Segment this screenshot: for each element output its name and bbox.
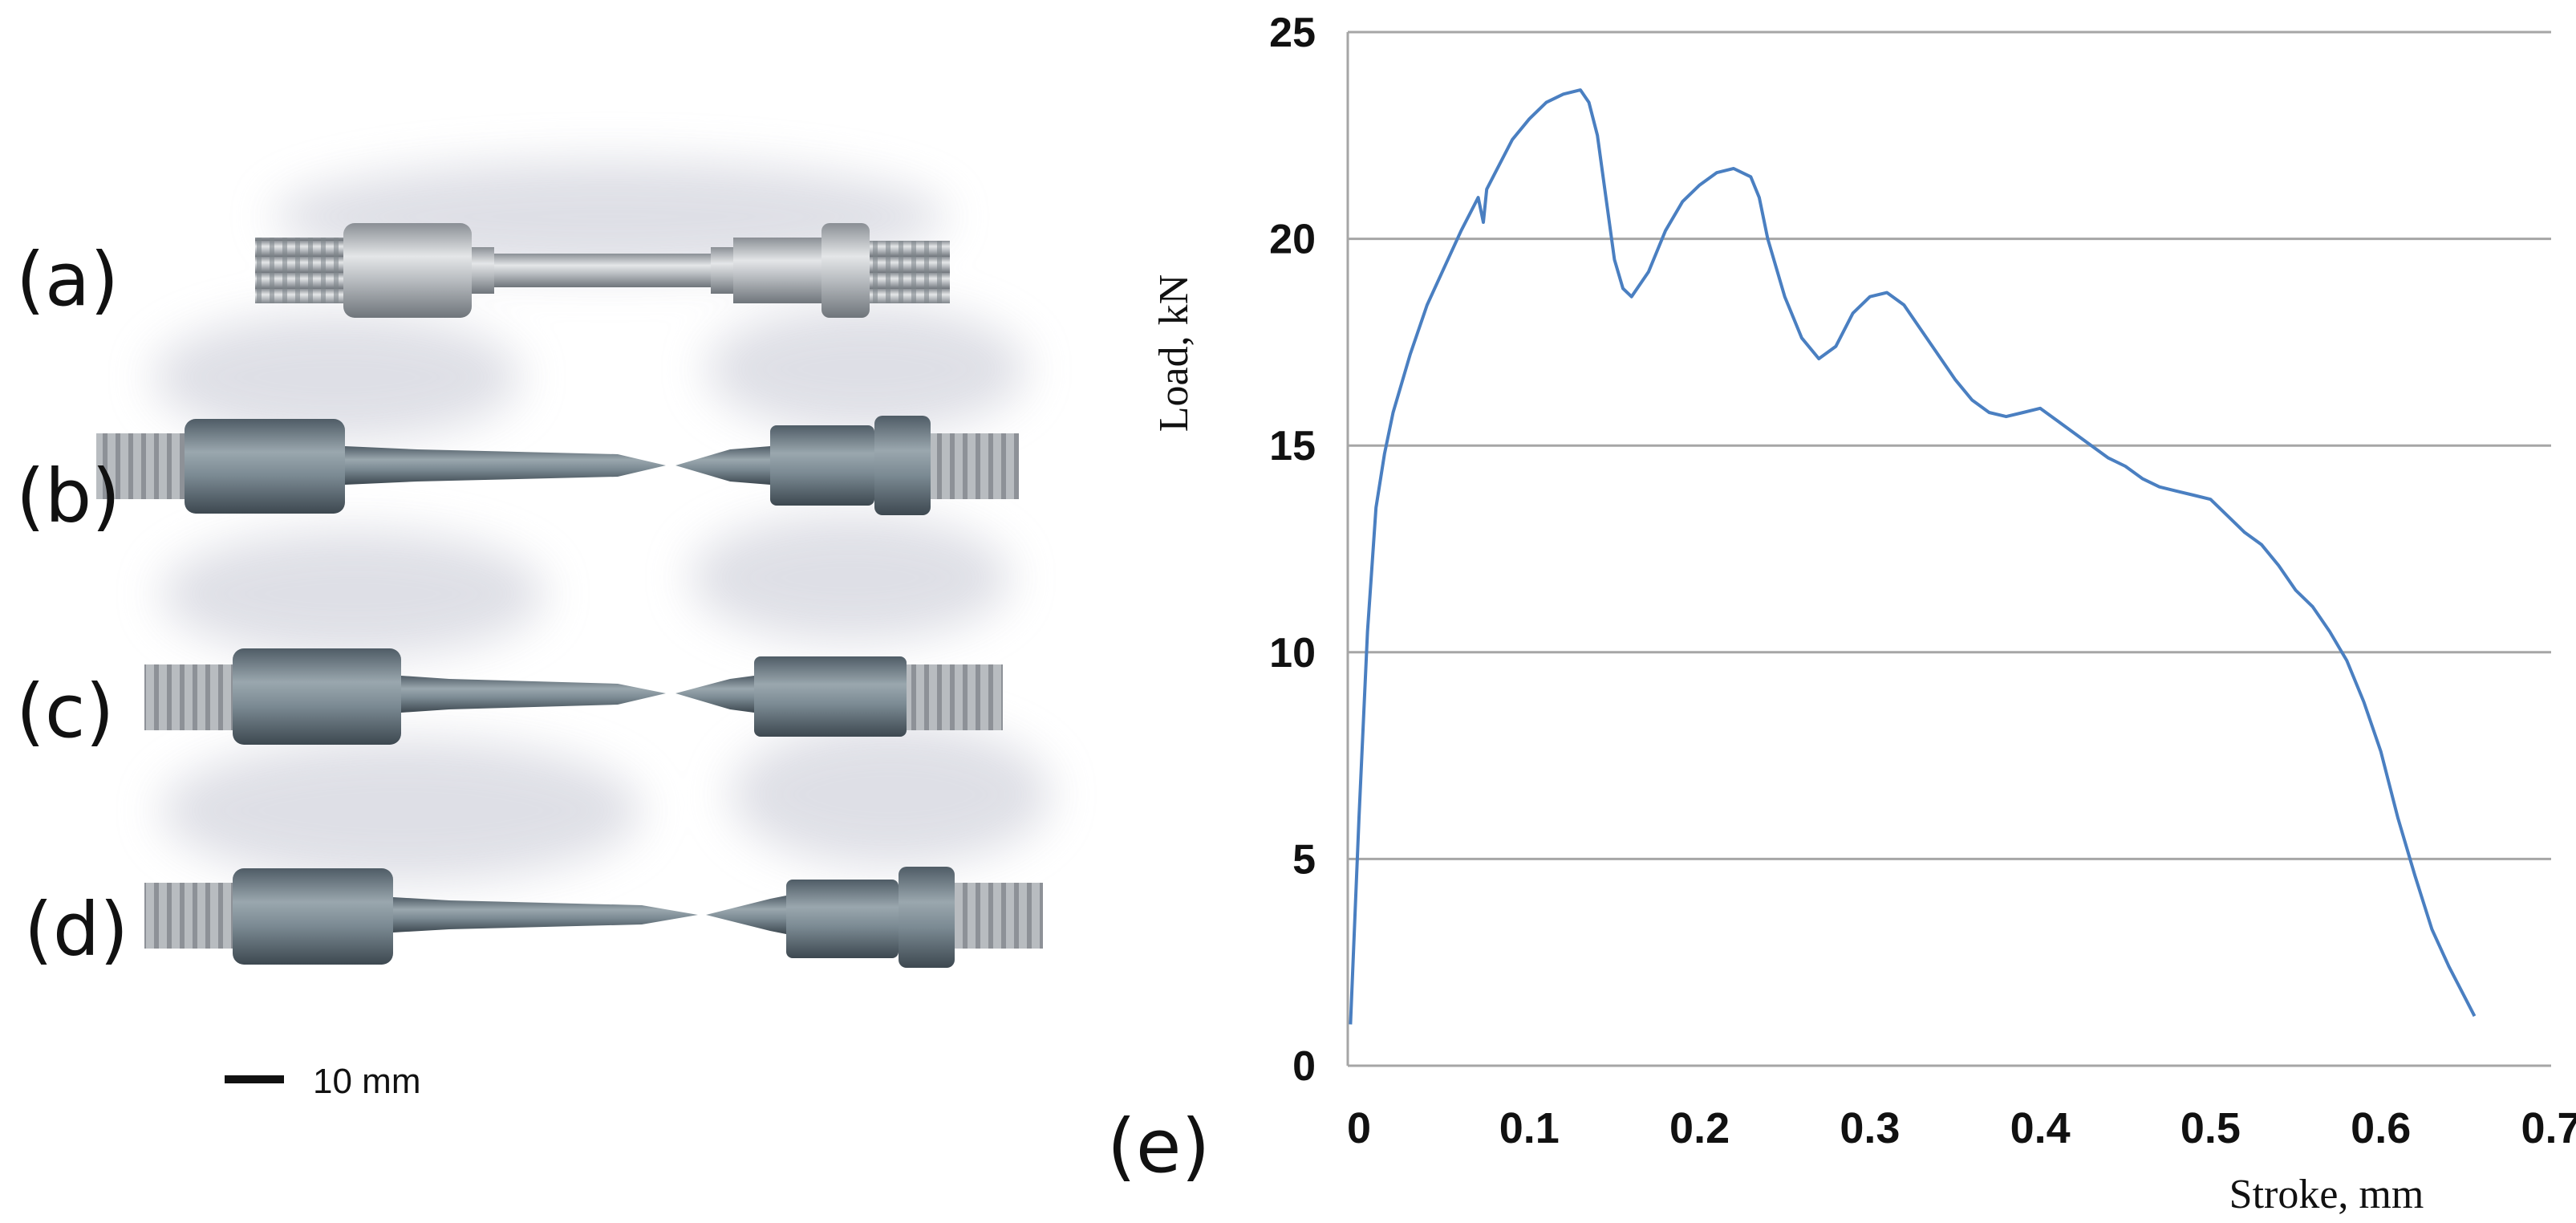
specimen-b bbox=[96, 416, 1019, 515]
load-curve bbox=[1349, 88, 2477, 1025]
y-tick-label: 10 bbox=[1269, 630, 1316, 677]
x-tick-label: 0.2 bbox=[1669, 1104, 1730, 1152]
grid-lines bbox=[1348, 30, 2551, 1067]
x-tick-label: 0.5 bbox=[2180, 1104, 2241, 1152]
specimen-d bbox=[144, 867, 1043, 968]
panel-label-d: (d) bbox=[24, 887, 128, 973]
y-axis-title: Load, kN bbox=[1151, 274, 1197, 432]
x-tick-label: 0.6 bbox=[2351, 1104, 2411, 1152]
x-tick-labels: 0 0.1 0.2 0.3 0.4 0.5 0.6 0.7 bbox=[1347, 1104, 2576, 1152]
y-tick-label: 0 bbox=[1292, 1043, 1316, 1090]
load-stroke-chart: 0 5 10 15 20 25 0 0.1 0.2 0.3 0.4 0.5 0.6 0.7 Load, … bbox=[1107, 10, 2576, 1217]
scale-bar-line bbox=[225, 1075, 284, 1083]
x-axis-title: Stroke, mm bbox=[2229, 1172, 2424, 1217]
x-tick-label: 0.7 bbox=[2521, 1104, 2576, 1152]
y-tick-label: 20 bbox=[1269, 217, 1316, 263]
panel-label-c: (c) bbox=[16, 668, 114, 754]
y-tick-label: 5 bbox=[1292, 836, 1316, 883]
x-tick-label: 0 bbox=[1347, 1104, 1371, 1152]
y-tick-label: 25 bbox=[1269, 10, 1316, 56]
x-tick-label: 0.3 bbox=[1840, 1104, 1900, 1152]
specimen-c bbox=[144, 648, 1003, 745]
scale-bar: 10 mm bbox=[225, 1062, 420, 1101]
panel-label-e: (e) bbox=[1107, 1103, 1210, 1189]
y-tick-labels: 0 5 10 15 20 25 bbox=[1269, 10, 1316, 1090]
scale-bar-label: 10 mm bbox=[313, 1062, 420, 1101]
specimen-photo: (a) (b) (c) (d) 10 mm bbox=[16, 160, 1051, 1101]
specimen-a bbox=[255, 223, 950, 318]
x-tick-label: 0.4 bbox=[2010, 1104, 2071, 1152]
y-tick-label: 15 bbox=[1269, 423, 1316, 469]
x-tick-label: 0.1 bbox=[1499, 1104, 1560, 1152]
panel-label-b: (b) bbox=[16, 453, 120, 539]
panel-label-a: (a) bbox=[16, 237, 119, 323]
